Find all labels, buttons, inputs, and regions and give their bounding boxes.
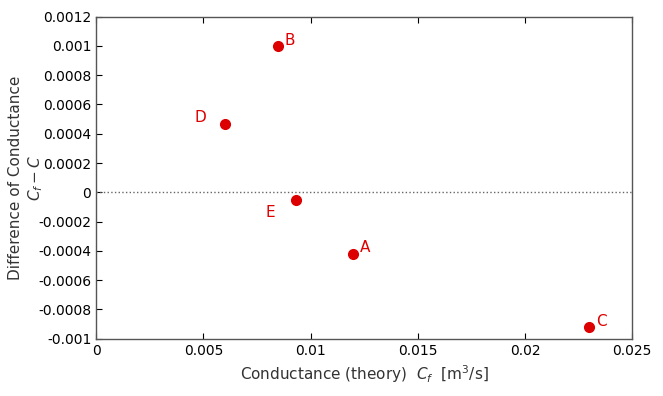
Text: Difference of Conductance
$C_f - C$: Difference of Conductance $C_f - C$ (8, 76, 44, 280)
Text: C: C (596, 314, 607, 329)
Text: A: A (360, 240, 370, 255)
Text: B: B (285, 32, 295, 48)
Text: D: D (195, 110, 207, 125)
Text: E: E (266, 206, 275, 220)
X-axis label: Conductance (theory)  $C_f$  [m$^3$/s]: Conductance (theory) $C_f$ [m$^3$/s] (240, 363, 489, 385)
